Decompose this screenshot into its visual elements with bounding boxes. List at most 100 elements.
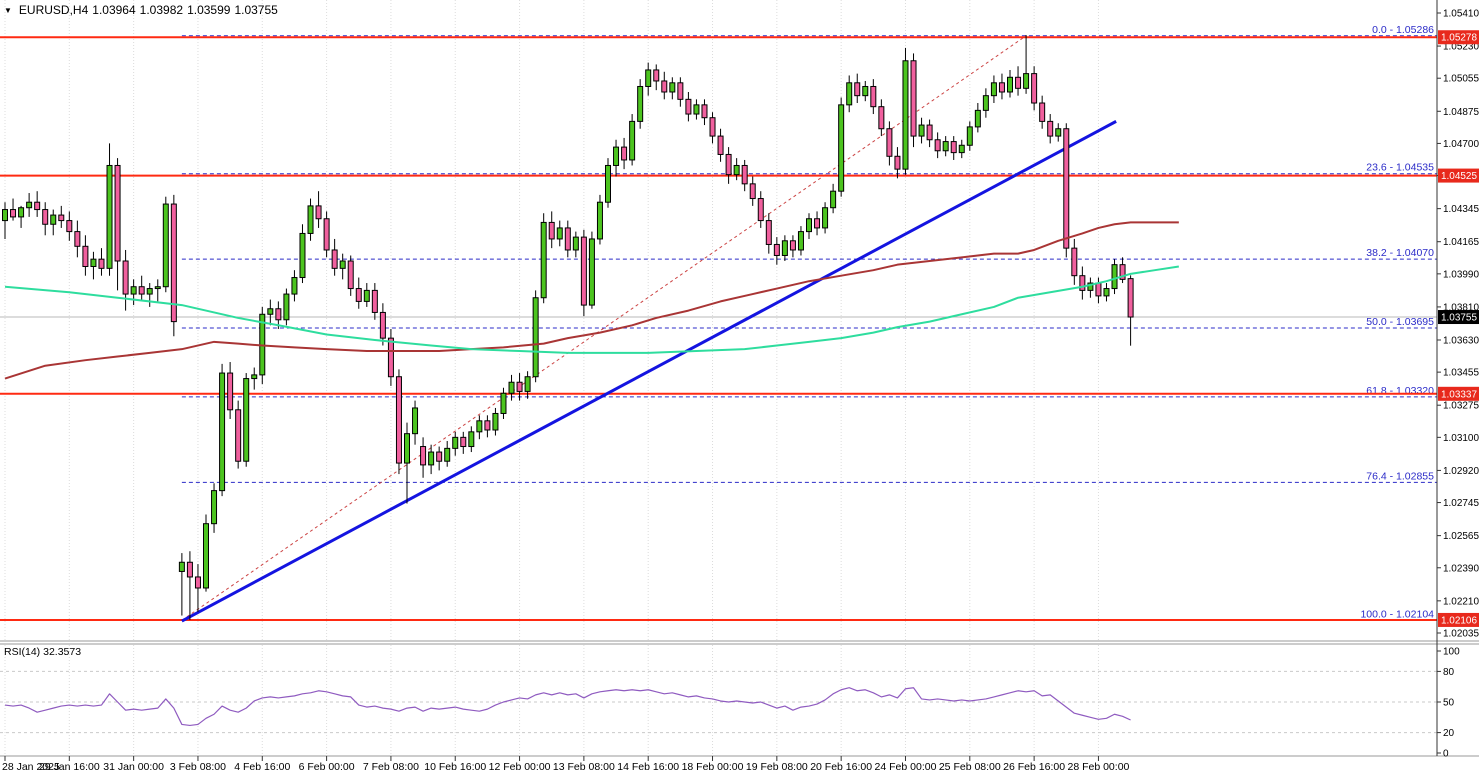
svg-text:1.03455: 1.03455	[1443, 368, 1479, 379]
candle	[605, 164, 611, 203]
candle	[444, 447, 451, 462]
candle	[910, 60, 917, 137]
candle	[1095, 282, 1102, 297]
svg-text:1.03630: 1.03630	[1443, 335, 1479, 346]
candle	[436, 451, 443, 462]
candle	[275, 308, 282, 321]
candle	[1071, 247, 1078, 277]
candle	[58, 214, 65, 222]
candle	[130, 286, 137, 295]
svg-text:1.02390: 1.02390	[1443, 563, 1479, 574]
svg-text:1.03755: 1.03755	[1441, 313, 1477, 324]
candle	[2, 209, 8, 222]
svg-text:1.03337: 1.03337	[1441, 389, 1477, 400]
svg-text:1.03810: 1.03810	[1443, 302, 1479, 313]
svg-text:3 Feb 08:00: 3 Feb 08:00	[170, 761, 226, 773]
candle	[251, 374, 258, 380]
svg-text:20 Feb 16:00: 20 Feb 16:00	[810, 761, 872, 773]
rsi-pane[interactable]	[0, 670, 1437, 734]
candle	[540, 221, 547, 299]
candle	[379, 311, 386, 339]
horizontal-support-resistance-lines[interactable]	[0, 36, 1437, 621]
ohlc-close: 1.03755	[234, 3, 278, 17]
ma-fast-line	[4, 265, 1179, 354]
svg-text:13 Feb 08:00: 13 Feb 08:00	[553, 761, 615, 773]
candle	[862, 85, 869, 97]
candle	[122, 260, 129, 295]
candle	[701, 104, 708, 119]
level-price-tag	[1438, 386, 1479, 401]
candle	[170, 203, 177, 323]
svg-text:1.02035: 1.02035	[1443, 628, 1479, 639]
svg-text:1.03100: 1.03100	[1443, 433, 1479, 444]
candle	[468, 431, 475, 448]
svg-text:1.05278: 1.05278	[1441, 33, 1477, 44]
candle	[942, 141, 949, 152]
candle	[428, 451, 435, 466]
candle	[203, 523, 209, 589]
candle	[211, 490, 218, 525]
svg-text:1.05230: 1.05230	[1443, 42, 1479, 53]
svg-text:1.02565: 1.02565	[1443, 531, 1479, 542]
svg-text:1.02210: 1.02210	[1443, 596, 1479, 607]
candle	[26, 201, 33, 209]
svg-text:26 Feb 16:00: 26 Feb 16:00	[1003, 761, 1065, 773]
candle	[50, 214, 57, 225]
candle	[645, 69, 652, 87]
svg-text:50: 50	[1443, 698, 1455, 709]
trendline[interactable]	[181, 120, 1117, 623]
svg-text:25 Feb 08:00: 25 Feb 08:00	[939, 761, 1001, 773]
candle	[347, 260, 354, 290]
candle	[966, 126, 973, 146]
svg-text:1.03990: 1.03990	[1443, 269, 1479, 280]
candle	[733, 164, 740, 176]
candle	[146, 288, 153, 295]
price-tags: 1.05278 1.04525 1.03755 1.03337 1.02106	[1438, 30, 1479, 627]
candle	[1103, 288, 1110, 297]
candle	[219, 372, 226, 492]
candle	[524, 376, 531, 392]
candle	[653, 69, 660, 82]
svg-text:1.04875: 1.04875	[1443, 107, 1479, 118]
candle	[387, 337, 394, 378]
candle	[1031, 73, 1038, 104]
candle	[82, 245, 89, 268]
price-axis[interactable]: 1.05410 1.05230 1.05055 1.04875 1.04700 1.045…	[1436, 0, 1479, 760]
svg-text:100: 100	[1443, 647, 1460, 658]
candle	[854, 82, 861, 97]
candle	[789, 240, 796, 251]
candle	[918, 124, 925, 137]
candle	[484, 420, 491, 431]
candle	[10, 209, 17, 218]
pane-dividers[interactable]	[0, 640, 1479, 757]
rsi-name: RSI(14)	[4, 646, 41, 658]
svg-text:38.2 - 1.04070: 38.2 - 1.04070	[1366, 247, 1434, 259]
svg-text:14 Feb 16:00: 14 Feb 16:00	[617, 761, 679, 773]
candle	[98, 258, 105, 269]
chart-menu-icon[interactable]: ▼	[4, 6, 12, 15]
svg-text:76.4 - 1.02855: 76.4 - 1.02855	[1366, 470, 1434, 482]
candle	[395, 376, 402, 464]
candle	[806, 218, 812, 233]
candle	[74, 231, 81, 247]
level-price-tag	[1438, 612, 1479, 627]
candle	[162, 203, 169, 288]
candle	[106, 164, 113, 269]
candle	[613, 146, 620, 166]
candle	[532, 297, 539, 378]
candle	[516, 381, 523, 392]
svg-text:50.0 - 1.03695: 50.0 - 1.03695	[1366, 316, 1434, 328]
candle	[1015, 76, 1022, 89]
svg-text:1.05055: 1.05055	[1443, 74, 1479, 85]
svg-text:7 Feb 08:00: 7 Feb 08:00	[363, 761, 419, 773]
candle	[998, 82, 1005, 93]
candle	[299, 232, 306, 279]
candle	[846, 82, 853, 106]
svg-text:12 Feb 00:00: 12 Feb 00:00	[489, 761, 551, 773]
candle	[154, 286, 161, 290]
ma-slow-line	[4, 221, 1179, 380]
svg-text:19 Feb 08:00: 19 Feb 08:00	[746, 761, 808, 773]
candle	[781, 240, 788, 256]
